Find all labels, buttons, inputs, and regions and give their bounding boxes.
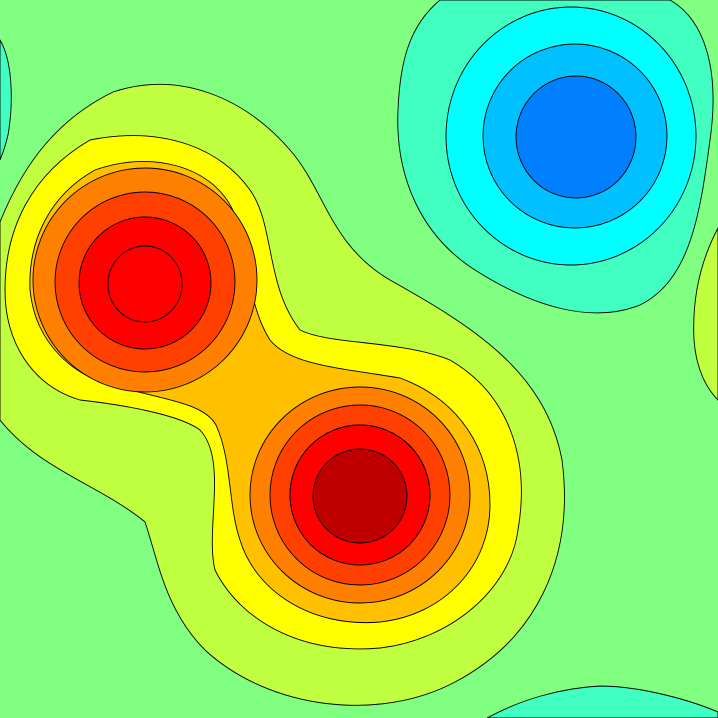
contour-level-neg-4 [515,75,637,199]
contour-level-7 [312,448,408,544]
contour-level-6-core [107,245,183,323]
contour-level-neg-1 [486,685,718,718]
rise-right-edge [693,227,718,401]
trough-upper-right [397,0,714,314]
trough-bottom-edge [486,685,718,718]
contour-level-1 [693,227,718,401]
peak-system [0,84,565,706]
trough-left-edge [0,39,12,161]
contour-level-neg-1 [0,39,12,161]
